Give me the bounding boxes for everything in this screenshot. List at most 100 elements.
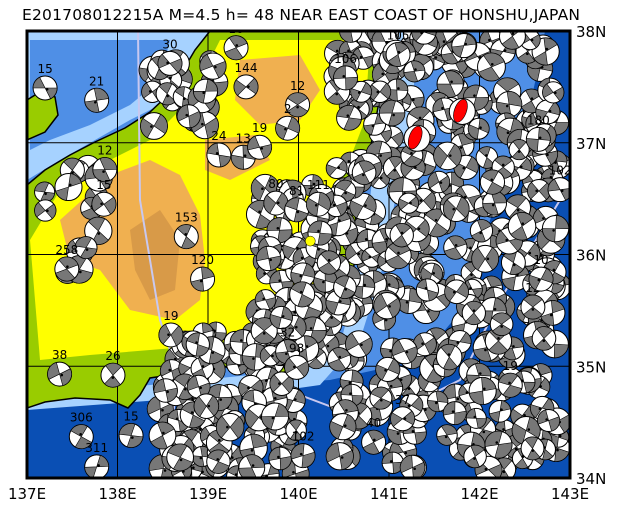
- focal-mechanism: [223, 35, 249, 61]
- longitude-label: 140E: [279, 485, 317, 503]
- focal-mechanism: [84, 87, 110, 113]
- focal-mechanism: [484, 430, 513, 459]
- focal-mechanism: [382, 155, 407, 181]
- highland: [60, 55, 320, 320]
- focal-mechanism: [284, 197, 310, 223]
- focal-mechanism: [206, 449, 231, 474]
- focal-mechanism: [325, 442, 354, 471]
- focal-mechanism: [479, 169, 506, 195]
- depth-label: 144: [235, 61, 258, 75]
- focal-mechanism: [333, 65, 359, 91]
- focal-mechanism: [469, 219, 494, 243]
- depth-label: 306: [70, 411, 93, 425]
- focal-mechanism: [443, 235, 468, 260]
- focal-mechanism: [475, 146, 499, 169]
- focal-mechanism: [344, 330, 373, 358]
- focal-mechanism: [350, 80, 373, 103]
- event-epicenter-marker: [305, 235, 316, 247]
- depth-label: 111: [307, 178, 330, 192]
- focal-mechanism: [427, 170, 451, 194]
- focal-mechanism: [215, 412, 245, 442]
- focal-mechanism: [415, 278, 440, 302]
- focal-mechanism: [389, 223, 414, 248]
- focal-mechanism: [289, 281, 316, 308]
- focal-mechanism: [54, 256, 80, 282]
- focal-mechanism: [84, 454, 110, 478]
- longitude-label: 141E: [370, 485, 408, 503]
- focal-mechanism: [285, 92, 311, 118]
- focal-mechanism: [436, 70, 464, 98]
- focal-mechanism: [91, 191, 117, 217]
- depth-label: 15: [96, 178, 111, 192]
- focal-mechanism: [539, 299, 566, 326]
- focal-mechanism: [520, 294, 546, 320]
- depth-label: 26: [105, 349, 120, 363]
- depth-label: 12: [97, 144, 112, 158]
- focal-mechanism: [385, 78, 409, 102]
- longitude-label: 142E: [460, 485, 498, 503]
- depth-label: 19: [252, 121, 267, 135]
- depth-label: 24: [211, 129, 226, 143]
- focal-mechanism: [444, 279, 469, 305]
- depth-label: 37: [395, 393, 410, 407]
- focal-mechanism: [351, 160, 377, 185]
- focal-mechanism: [157, 50, 183, 76]
- depth-label: 19: [163, 309, 178, 323]
- focal-mechanism: [285, 419, 307, 441]
- focal-mechanism: [255, 245, 282, 272]
- depth-label: 15: [37, 62, 52, 76]
- focal-mechanism: [192, 78, 219, 104]
- focal-mechanism: [442, 401, 467, 426]
- focal-mechanism: [349, 192, 377, 221]
- depth-label: 180: [527, 113, 550, 127]
- focal-mechanism: [68, 424, 94, 450]
- depth-label: 15: [123, 410, 138, 424]
- depth-label: 2: [284, 102, 292, 116]
- depth-label: 32: [280, 326, 295, 340]
- focal-mechanism: [148, 421, 177, 450]
- focal-mechanism: [275, 115, 301, 141]
- focal-mechanism: [520, 436, 545, 461]
- focal-mechanism: [497, 372, 523, 398]
- latitude-label: 35N: [576, 358, 606, 376]
- focal-mechanism: [369, 386, 393, 410]
- depth-label: 120: [191, 253, 214, 267]
- focal-mechanism: [528, 266, 554, 292]
- focal-mechanism: [193, 393, 220, 419]
- focal-mechanism: [140, 112, 168, 140]
- focal-mechanism: [495, 90, 523, 118]
- focal-mechanism: [465, 407, 487, 429]
- depth-label: 153: [175, 211, 198, 225]
- depth-label: 16: [228, 22, 243, 36]
- focal-mechanism: [435, 343, 463, 371]
- focal-mechanism: [500, 250, 526, 276]
- focal-mechanism: [527, 179, 551, 203]
- focal-mechanism: [507, 212, 537, 241]
- focal-mechanism: [290, 443, 316, 469]
- focal-mechanism: [305, 191, 331, 217]
- depth-label: 106: [334, 52, 357, 66]
- latitude-label: 36N: [576, 247, 606, 265]
- focal-mechanism: [100, 362, 126, 388]
- focal-mechanism: [190, 266, 216, 292]
- focal-mechanism: [233, 74, 259, 100]
- focal-mechanism: [373, 292, 401, 320]
- focal-mechanism: [477, 52, 506, 82]
- depth-label: 30: [162, 37, 177, 51]
- depth-label: 10: [533, 253, 548, 267]
- longitude-label: 138E: [98, 485, 136, 503]
- focal-mechanism: [268, 446, 292, 471]
- focal-mechanism: [153, 378, 178, 403]
- focal-mechanism: [155, 82, 179, 106]
- focal-mechanism: [118, 423, 144, 449]
- focal-mechanism: [461, 300, 486, 326]
- focal-mechanism: [333, 275, 357, 300]
- focal-mechanism: [176, 104, 201, 129]
- focal-mechanism: [403, 60, 426, 83]
- depth-label: 40: [366, 416, 381, 430]
- focal-mechanism: [316, 250, 342, 275]
- depth-label: 258: [55, 243, 78, 257]
- focal-mechanism: [525, 126, 551, 152]
